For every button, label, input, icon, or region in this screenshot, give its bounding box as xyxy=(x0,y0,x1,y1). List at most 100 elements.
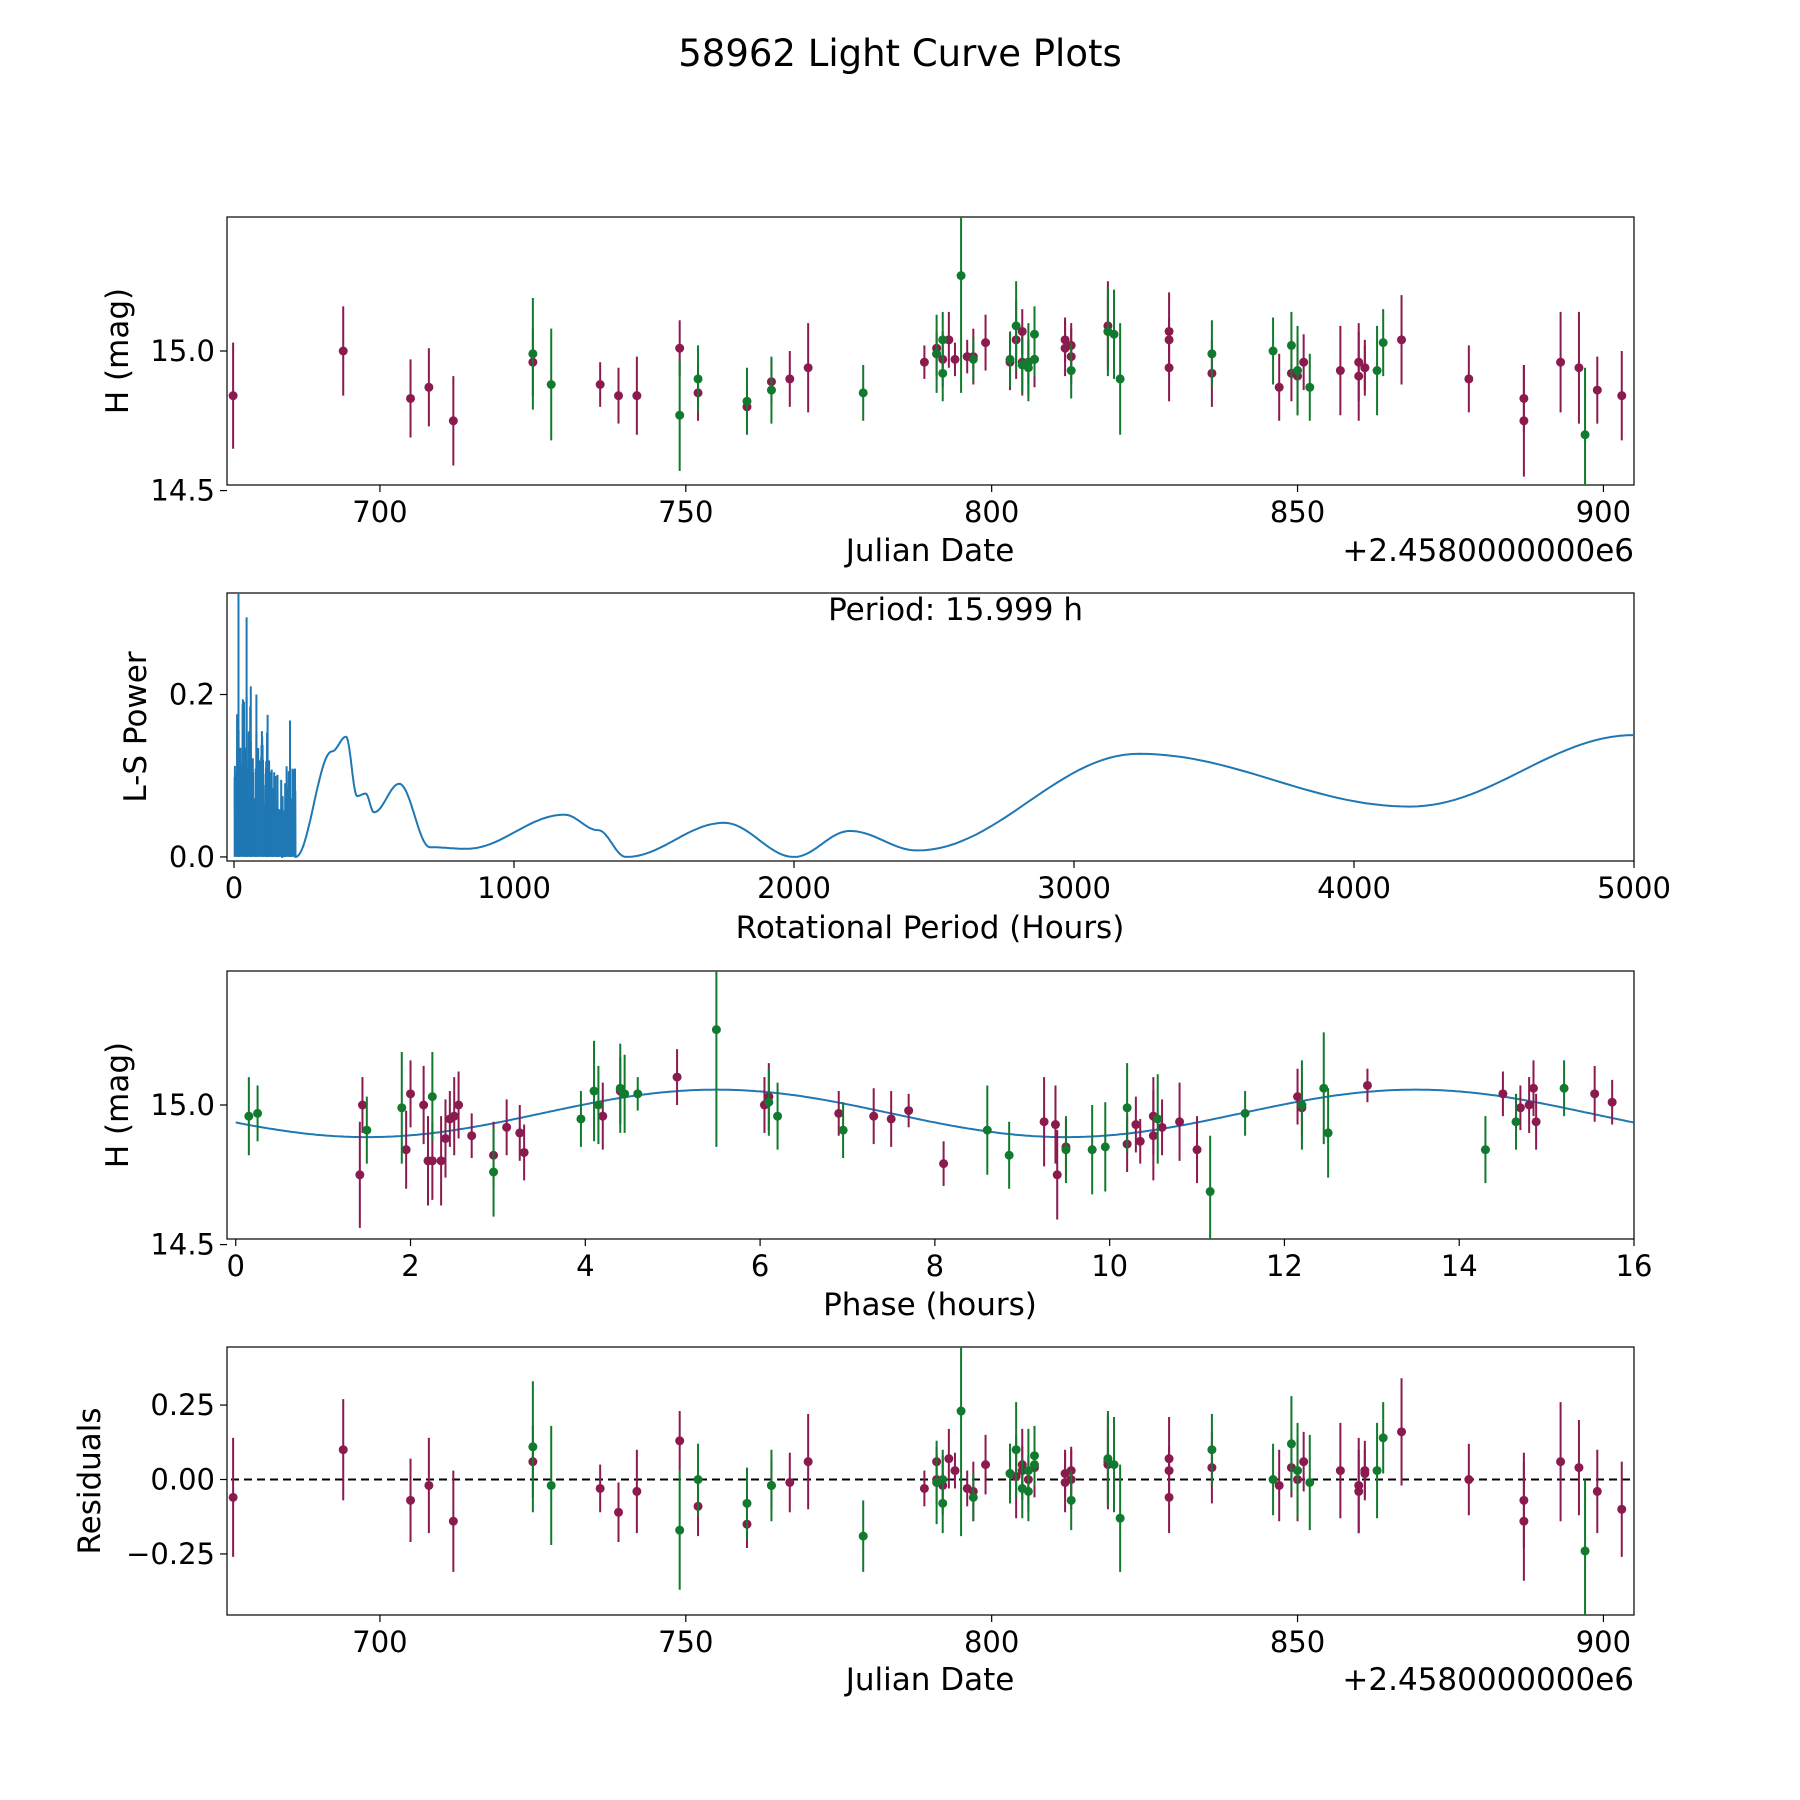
data-point xyxy=(1011,281,1021,371)
point-marker xyxy=(1148,1131,1158,1141)
point-marker xyxy=(938,1475,948,1485)
data-point xyxy=(1066,1470,1076,1531)
point-marker xyxy=(711,1025,721,1035)
data-point xyxy=(693,345,703,413)
point-marker xyxy=(919,357,929,367)
point-marker xyxy=(515,1128,525,1138)
point-marker xyxy=(1029,354,1039,364)
y-tick-label: 0.00 xyxy=(150,1463,215,1497)
data-point xyxy=(1293,1422,1303,1519)
point-marker xyxy=(1274,1480,1284,1490)
point-marker xyxy=(766,1480,776,1490)
point-marker xyxy=(401,1145,411,1155)
point-marker xyxy=(1293,366,1303,376)
data-point xyxy=(1580,1479,1590,1615)
data-point xyxy=(766,1449,776,1522)
data-point xyxy=(904,1093,914,1128)
data-point xyxy=(919,1470,929,1507)
data-point xyxy=(632,356,642,435)
point-marker xyxy=(406,393,416,403)
point-marker xyxy=(939,1159,949,1169)
data-point xyxy=(576,1091,586,1147)
residuals-marks xyxy=(228,1347,1630,1615)
point-marker xyxy=(1531,1117,1541,1127)
point-marker xyxy=(1066,1495,1076,1505)
data-point xyxy=(1005,331,1015,388)
point-marker xyxy=(675,343,685,353)
data-point xyxy=(502,1099,512,1156)
data-point xyxy=(436,1116,446,1206)
data-point xyxy=(773,1082,783,1150)
point-marker xyxy=(614,1507,624,1517)
data-point xyxy=(968,1473,978,1522)
data-point xyxy=(1372,1422,1382,1519)
point-marker xyxy=(593,1100,603,1110)
point-marker xyxy=(454,1100,464,1110)
periodogram-annotation: Period: 15.999 h xyxy=(828,592,1083,628)
lightcurve-y-label: H (mag) xyxy=(100,288,136,414)
data-point xyxy=(1335,325,1345,416)
data-point xyxy=(1464,345,1474,413)
data-point xyxy=(228,1437,238,1557)
data-point xyxy=(803,1414,813,1510)
data-point xyxy=(1360,345,1370,391)
phased-x-label: Phase (hours) xyxy=(823,1287,1037,1323)
point-marker xyxy=(981,1460,991,1470)
point-marker xyxy=(427,1092,437,1102)
point-marker xyxy=(803,363,813,373)
point-marker xyxy=(1153,1114,1163,1124)
point-marker xyxy=(1011,321,1021,331)
data-point xyxy=(711,971,721,1147)
data-point xyxy=(1148,1091,1158,1181)
data-point xyxy=(1066,342,1076,399)
point-marker xyxy=(834,1108,844,1118)
data-point xyxy=(1574,1419,1584,1516)
x-tick-label: 900 xyxy=(1576,1625,1631,1659)
data-point xyxy=(1175,1082,1185,1161)
data-point xyxy=(1372,325,1382,416)
data-point xyxy=(1590,1065,1600,1122)
point-marker xyxy=(1335,1466,1345,1476)
point-marker xyxy=(397,1103,407,1113)
data-point xyxy=(489,1127,499,1217)
y-tick-label: 0.25 xyxy=(150,1388,215,1422)
point-marker xyxy=(1305,382,1315,392)
data-point xyxy=(982,1085,992,1175)
data-point xyxy=(1207,320,1217,388)
x-tick-label: 8 xyxy=(926,1249,944,1283)
point-marker xyxy=(614,391,624,401)
data-point xyxy=(1524,1077,1534,1133)
x-tick-label: 0 xyxy=(227,1249,245,1283)
point-marker xyxy=(1617,391,1627,401)
point-marker xyxy=(528,1442,538,1452)
lightcurve-marks xyxy=(228,217,1627,485)
point-marker xyxy=(1100,1142,1110,1152)
point-marker xyxy=(1029,329,1039,339)
point-marker xyxy=(632,391,642,401)
point-marker xyxy=(595,1483,605,1493)
x-tick-label: 2000 xyxy=(757,871,831,905)
x-tick-label: 750 xyxy=(658,495,713,529)
point-marker xyxy=(1529,1083,1538,1093)
point-marker xyxy=(742,1498,752,1508)
data-point xyxy=(1531,1093,1541,1150)
x-tick-label: 16 xyxy=(1616,1249,1653,1283)
data-point xyxy=(981,1434,991,1495)
point-marker xyxy=(1360,363,1370,373)
point-marker xyxy=(1087,1145,1097,1155)
point-marker xyxy=(406,1089,416,1099)
point-marker xyxy=(675,1436,685,1446)
data-point xyxy=(950,1452,960,1489)
point-marker xyxy=(598,1111,608,1121)
data-point xyxy=(1109,289,1119,379)
data-point xyxy=(1574,311,1584,424)
point-marker xyxy=(1293,1466,1303,1476)
point-marker xyxy=(633,1089,643,1099)
point-marker xyxy=(228,391,238,401)
data-point xyxy=(675,1470,685,1590)
point-marker xyxy=(886,1114,896,1124)
point-marker xyxy=(675,1525,685,1535)
data-point xyxy=(1293,325,1303,416)
point-marker xyxy=(244,1111,254,1121)
